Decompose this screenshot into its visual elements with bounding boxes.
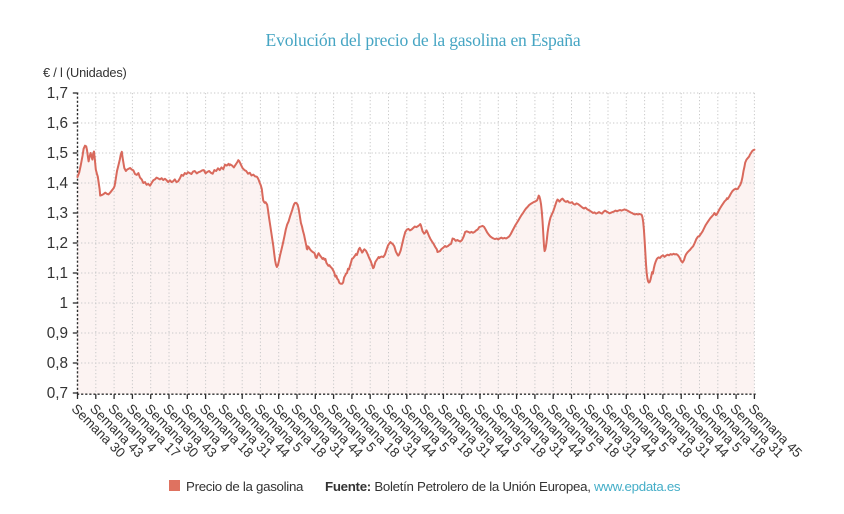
svg-text:0,9: 0,9 [47, 325, 68, 342]
svg-text:Evolución del precio de la gas: Evolución del precio de la gasolina en E… [266, 30, 581, 50]
svg-text:1: 1 [59, 295, 68, 312]
svg-text:Fuente: Boletín Petrolero de l: Fuente: Boletín Petrolero de la Unión Eu… [325, 479, 681, 494]
svg-text:1,6: 1,6 [47, 115, 68, 132]
svg-text:0,7: 0,7 [47, 385, 68, 402]
svg-text:1,7: 1,7 [47, 85, 68, 102]
svg-text:1,5: 1,5 [47, 145, 68, 162]
svg-text:1,1: 1,1 [47, 265, 68, 282]
svg-text:Precio de la gasolina: Precio de la gasolina [186, 479, 304, 494]
svg-text:€ / l (Unidades): € / l (Unidades) [43, 65, 127, 80]
svg-text:1,4: 1,4 [47, 175, 69, 192]
svg-text:0,8: 0,8 [47, 355, 68, 372]
svg-text:1,3: 1,3 [47, 205, 68, 222]
svg-text:1,2: 1,2 [47, 235, 68, 252]
